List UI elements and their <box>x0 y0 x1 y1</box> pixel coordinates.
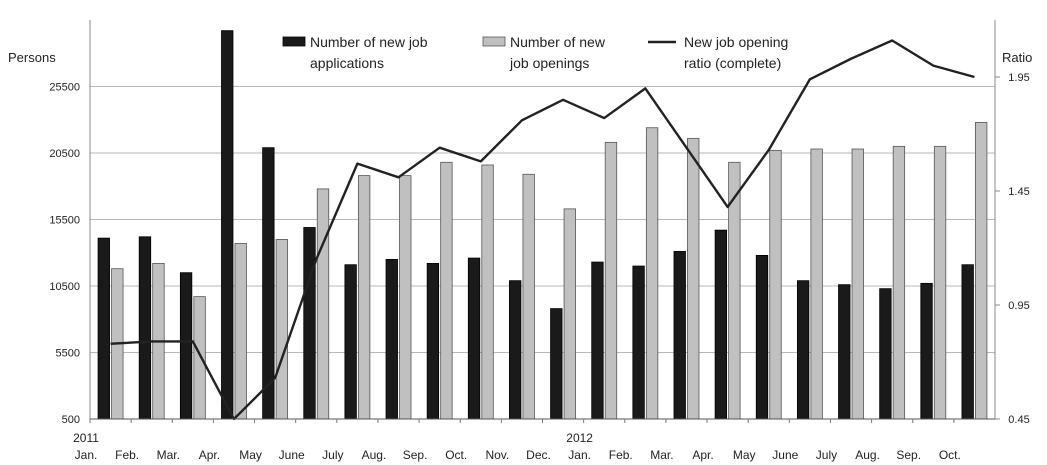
bar-applications <box>179 272 193 420</box>
x-axis-labels: Jan. Feb. Mar. Apr. May June July Aug. Sep. Oct. N… <box>73 419 961 462</box>
bar-openings <box>357 175 371 420</box>
bar-openings <box>604 141 618 420</box>
bar-applications <box>838 284 851 420</box>
left-axis-label: Persons <box>8 50 56 65</box>
x-tick-label: Sep. <box>896 448 921 462</box>
x-tick-label: Feb. <box>115 448 139 462</box>
ratio-line <box>110 39 975 421</box>
ratio-line-path <box>110 39 975 421</box>
bar-openings <box>728 161 741 420</box>
bar-applications <box>714 229 728 420</box>
bar-openings <box>193 296 206 420</box>
x-tick-label: Oct. <box>939 448 961 462</box>
year-label: 2012 <box>566 431 593 445</box>
legend-label: Number of new <box>510 34 606 50</box>
bar-openings <box>810 148 823 420</box>
x-tick-label: Aug. <box>855 448 880 462</box>
left-axis-ticks: 500 5500 10500 15500 20500 25500 <box>49 82 80 427</box>
x-tick-label: Aug. <box>362 448 387 462</box>
bar-applications <box>920 282 933 420</box>
bar-openings <box>399 175 412 420</box>
right-tick-label: 0.45 <box>1008 414 1029 426</box>
bar-openings <box>933 145 947 420</box>
left-tick-label: 5500 <box>56 348 80 360</box>
bar-applications <box>673 251 686 420</box>
legend-label: Number of new job <box>310 34 428 50</box>
legend-label: New job opening <box>684 34 788 50</box>
year-label: 2011 <box>73 431 99 445</box>
right-axis-ticks: 0.45 0.95 1.45 1.95 <box>995 72 1030 426</box>
legend-swatch <box>282 36 306 47</box>
x-tick-label: July <box>816 448 837 462</box>
x-tick-label: Jan. <box>75 448 98 462</box>
bar-openings <box>975 122 988 420</box>
x-tick-label: July <box>322 448 343 462</box>
bar-openings <box>234 243 247 420</box>
left-tick-label: 500 <box>62 414 80 426</box>
bar-applications <box>97 237 110 420</box>
bar-openings <box>563 208 576 420</box>
bar-applications <box>303 227 316 420</box>
x-tick-label: Mar. <box>650 448 673 462</box>
legend-swatch <box>482 36 506 47</box>
left-tick-label: 20500 <box>49 148 80 160</box>
left-tick-label: 25500 <box>49 82 80 94</box>
bar-applications <box>426 262 440 420</box>
x-tick-label: Dec. <box>526 448 551 462</box>
bar-applications <box>344 264 357 420</box>
bars <box>97 30 988 420</box>
x-tick-label: Mar. <box>157 448 180 462</box>
bar-openings <box>275 239 289 420</box>
bar-applications <box>550 308 563 420</box>
left-tick-label: 15500 <box>49 215 80 227</box>
x-tick-label: Apr. <box>199 448 220 462</box>
bar-openings <box>481 164 494 420</box>
legend-label: applications <box>310 55 384 71</box>
bar-openings <box>687 137 700 420</box>
bar-openings <box>440 161 453 420</box>
x-tick-label: Oct. <box>445 448 467 462</box>
bar-applications <box>755 255 769 420</box>
bar-applications <box>385 258 398 420</box>
bar-openings <box>851 148 864 420</box>
bar-applications <box>138 236 152 420</box>
bar-applications <box>262 147 275 420</box>
bar-applications <box>221 30 234 420</box>
bar-applications <box>879 288 892 420</box>
bar-applications <box>961 264 974 420</box>
bar-openings <box>892 145 906 420</box>
legend-label: job openings <box>509 55 589 71</box>
x-tick-label: June <box>279 448 305 462</box>
bar-openings <box>316 188 330 420</box>
bar-applications <box>632 265 645 420</box>
bar-openings <box>645 127 659 420</box>
left-tick-label: 10500 <box>49 281 80 293</box>
x-tick-label: Jan. <box>568 448 591 462</box>
bar-openings <box>769 149 782 420</box>
legend: Number of new job applications Number of n… <box>282 34 788 71</box>
x-tick-label: Apr. <box>692 448 713 462</box>
x-tick-label: June <box>772 448 798 462</box>
right-tick-label: 0.95 <box>1008 300 1029 312</box>
x-tick-label: Sep. <box>403 448 428 462</box>
x-tick-label: May <box>239 448 262 462</box>
bar-applications <box>467 257 481 420</box>
x-tick-label: Nov. <box>485 448 509 462</box>
bar-applications <box>509 280 522 420</box>
x-tick-label: Feb. <box>609 448 633 462</box>
x-tick-label: May <box>733 448 756 462</box>
right-tick-label: 1.95 <box>1008 72 1029 84</box>
legend-label: ratio (complete) <box>684 55 781 71</box>
right-axis-label: Ratio <box>1002 50 1032 65</box>
bar-openings <box>522 173 535 420</box>
bar-applications <box>591 261 604 420</box>
right-tick-label: 1.45 <box>1008 186 1029 198</box>
bar-applications <box>796 280 810 420</box>
